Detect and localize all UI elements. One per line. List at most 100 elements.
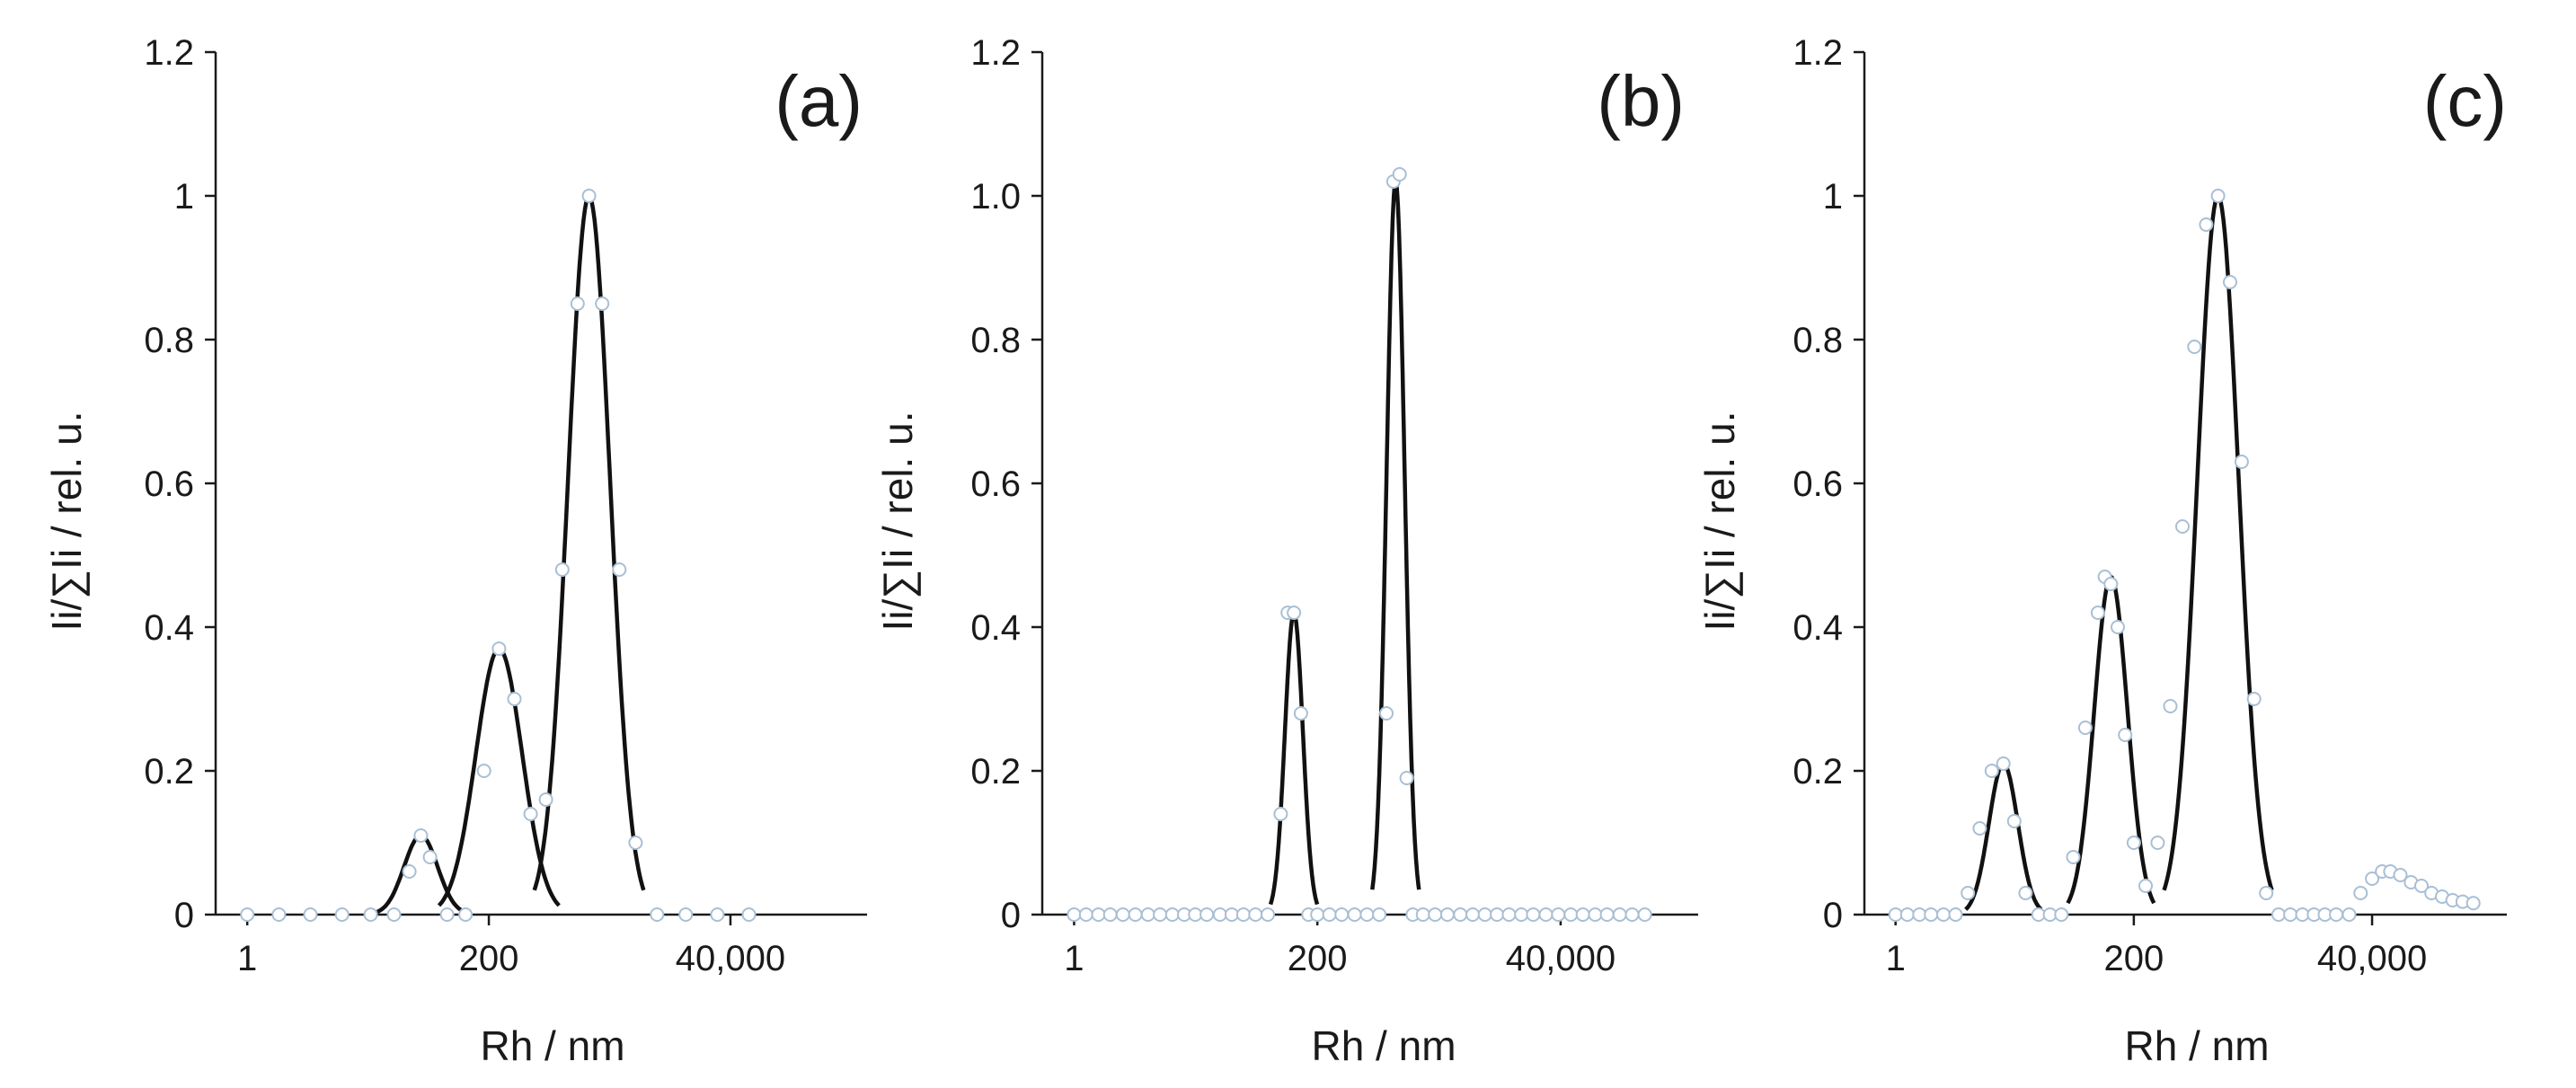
data-point [1624, 907, 1640, 922]
data-point [2393, 868, 2408, 882]
data-point [1078, 907, 1093, 922]
data-point [1936, 907, 1951, 922]
data-point [1359, 907, 1375, 922]
data-point [2283, 907, 2298, 922]
data-point [2259, 886, 2274, 900]
data-point [491, 641, 507, 656]
data-point [650, 907, 665, 922]
x-tick-label: 200 [1288, 939, 1348, 978]
data-point [2077, 721, 2093, 735]
data-point [1453, 907, 1468, 922]
y-tick-label: 1.2 [970, 33, 1021, 73]
panel-b: (b) Rh / nm Ii/∑Ii / rel. u. 0 0.2 0.4 0.6 0… [874, 33, 1698, 1069]
y-tick-label: 0 [174, 896, 194, 935]
y-tick-label: 0.4 [144, 608, 194, 648]
x-axis-title: Rh / nm [480, 1022, 624, 1069]
data-point [581, 189, 597, 203]
data-point [2111, 620, 2125, 634]
data-point [1501, 907, 1517, 922]
y-tick-label: 0.2 [1793, 752, 1843, 792]
panel-label: (c) [2423, 61, 2507, 141]
panel-c: (c) Rh / nm Ii/∑Ii / rel. u. 0 0.2 0.4 0.6 0… [1696, 33, 2507, 1069]
data-point [1399, 771, 1414, 785]
x-axis-title: Rh / nm [2124, 1022, 2269, 1069]
x-tick-label: 1 [237, 939, 257, 978]
data-point [595, 296, 610, 311]
y-tick-label: 0.8 [970, 321, 1021, 360]
data-point [402, 864, 417, 879]
data-point [2066, 850, 2081, 864]
data-point [1334, 907, 1350, 922]
data-point [2187, 340, 2202, 354]
x-tick-label: 40,000 [1506, 939, 1616, 978]
data-point [303, 907, 318, 922]
data-point [2353, 886, 2368, 900]
data-point [1514, 907, 1529, 922]
data-point [1899, 907, 1915, 922]
data-point [678, 907, 694, 922]
y-axis-title: Ii/∑Ii / rel. u. [1696, 411, 1743, 632]
data-point [612, 562, 627, 577]
data-point [1551, 907, 1566, 922]
data-point [334, 907, 350, 922]
y-tick-label: 0.6 [970, 464, 1021, 504]
data-point [1310, 907, 1325, 922]
data-point [1128, 907, 1143, 922]
data-point [628, 836, 643, 850]
fit-curve [1268, 609, 1320, 906]
y-tick-label: 0.6 [144, 464, 194, 504]
data-point [507, 692, 522, 706]
data-point [1477, 907, 1492, 922]
data-point [2414, 879, 2429, 893]
y-tick-label: 1 [1823, 177, 1843, 217]
data-point [1599, 907, 1615, 922]
data-point [1372, 907, 1387, 922]
panel-label: (a) [775, 61, 863, 141]
data-point [1415, 907, 1430, 922]
y-tick-label: 0.4 [1793, 608, 1843, 648]
data-point [570, 296, 585, 311]
data-point [2223, 275, 2237, 289]
x-tick-label: 1 [1886, 939, 1906, 978]
data-point [1575, 907, 1590, 922]
data-point [523, 807, 538, 821]
data-point [1526, 907, 1541, 922]
data-point [2465, 896, 2481, 911]
data-point [1972, 821, 1987, 836]
y-tick-label: 1.2 [144, 33, 194, 73]
data-point [1212, 907, 1227, 922]
data-point [1224, 907, 1239, 922]
data-point [2126, 836, 2141, 850]
data-point [2210, 189, 2226, 203]
x-tick-label: 40,000 [2317, 939, 2427, 978]
data-point [1091, 907, 1106, 922]
data-point [2138, 879, 2153, 893]
data-point [1924, 907, 1939, 922]
data-point [2090, 606, 2105, 620]
y-tick-label: 0.4 [970, 608, 1021, 648]
y-axis-title: Ii/∑Ii / rel. u. [43, 411, 90, 632]
data-point [1996, 756, 2011, 771]
fit-curve [532, 192, 646, 891]
data-point [1490, 907, 1505, 922]
data-point [1164, 907, 1180, 922]
data-point [1612, 907, 1627, 922]
y-tick-label: 1.2 [1793, 33, 1843, 73]
data-point [1984, 764, 1999, 778]
data-point [422, 850, 438, 864]
data-point [2341, 907, 2357, 922]
data-point [386, 907, 402, 922]
data-point [1961, 886, 1976, 900]
data-point [1322, 907, 1337, 922]
x-tick-label: 40,000 [676, 939, 785, 978]
data-point [1293, 706, 1308, 721]
data-point [2175, 519, 2190, 534]
data-point [554, 562, 570, 577]
data-point [1140, 907, 1155, 922]
data-point [1637, 907, 1652, 922]
data-point [1235, 907, 1251, 922]
y-tick-label: 0.8 [1793, 321, 1843, 360]
data-point [2234, 455, 2249, 469]
data-point [1538, 907, 1554, 922]
